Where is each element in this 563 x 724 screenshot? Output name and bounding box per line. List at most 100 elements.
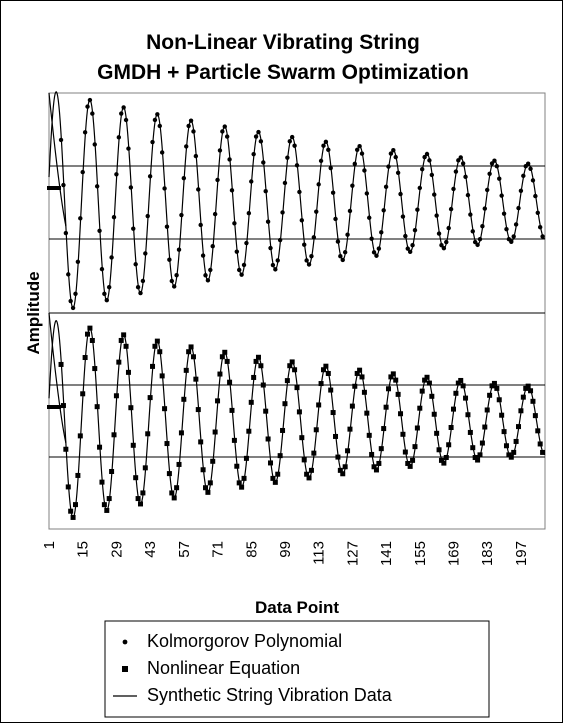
kolmogorov-point (224, 134, 230, 139)
kolmogorov-point (405, 246, 410, 251)
kolmogorov-point (200, 253, 206, 258)
nonlinear-point (212, 429, 218, 435)
kolmogorov-point (217, 148, 223, 153)
kolmogorov-point (198, 222, 203, 228)
kolmogorov-point (172, 284, 177, 289)
nonlinear-point (299, 435, 305, 441)
kolmogorov-point (511, 234, 516, 239)
x-tick-label: 155 (412, 541, 429, 566)
kolmogorov-point (533, 193, 538, 199)
kolmogorov-point (208, 267, 213, 273)
kolmogorov-point (102, 291, 107, 297)
kolmogorov-point (347, 208, 353, 214)
legend-dot-icon (122, 639, 128, 645)
nonlinear-point (255, 354, 261, 360)
legend-label: Kolmorgorov Polynomial (147, 631, 342, 651)
kolmogorov-point (326, 147, 331, 153)
nonlinear-point (282, 401, 288, 407)
kolmogorov-point (237, 267, 242, 273)
kolmogorov-point (220, 129, 225, 134)
kolmogorov-point (362, 168, 367, 173)
nonlinear-point (333, 433, 339, 439)
nonlinear-point (528, 388, 534, 394)
kolmogorov-point (246, 211, 252, 216)
kolmogorov-point (371, 250, 377, 255)
nonlinear-point (82, 355, 88, 361)
kolmogorov-point (383, 184, 389, 190)
kolmogorov-point (128, 185, 134, 190)
legend-box (104, 620, 490, 718)
kolmogorov-point (395, 170, 401, 175)
nonlinear-point (135, 496, 141, 502)
kolmogorov-point (294, 163, 300, 168)
nonlinear-point (467, 429, 473, 435)
nonlinear-point (217, 371, 223, 377)
nonlinear-point (152, 343, 158, 349)
kolmogorov-point (410, 243, 415, 248)
nonlinear-point (121, 332, 127, 338)
nonlinear-point (294, 385, 300, 391)
nonlinear-point (207, 480, 213, 486)
nonlinear-point (400, 431, 406, 437)
nonlinear-point (258, 363, 264, 369)
kolmogorov-point (470, 229, 475, 234)
nonlinear-point (381, 426, 387, 432)
nonlinear-point (222, 349, 228, 355)
nonlinear-point (436, 447, 442, 453)
reference-transient (48, 312, 67, 443)
kolmogorov-point (99, 266, 105, 272)
kolmogorov-point (501, 211, 507, 216)
plot-layer (47, 91, 546, 520)
kolmogorov-point (147, 174, 153, 179)
nonlinear-point (203, 485, 208, 491)
nonlinear-point (128, 405, 134, 411)
kolmogorov-point (63, 230, 69, 236)
kolmogorov-point (61, 182, 66, 188)
kolmogorov-point (386, 164, 391, 169)
nonlinear-point (448, 425, 454, 430)
nonlinear-point (164, 441, 170, 447)
kolmogorov-point (82, 130, 88, 135)
nonlinear-point (80, 391, 86, 397)
nonlinear-point (236, 480, 242, 486)
kolmogorov-point (451, 186, 456, 192)
x-tick-label: 1 (41, 541, 58, 549)
nonlinear-point (227, 379, 233, 385)
kolmogorov-point (379, 230, 384, 235)
nonlinear-point (234, 463, 240, 469)
nonlinear-point (210, 458, 216, 464)
kolmogorov-point (424, 151, 430, 157)
kolmogorov-point (516, 205, 521, 211)
kolmogorov-point (436, 231, 442, 236)
nonlinear-point (537, 441, 543, 447)
kolmogorov-point (475, 242, 480, 248)
nonlinear-point (287, 363, 293, 369)
nonlinear-point (116, 359, 122, 365)
nonlinear-point (316, 402, 322, 408)
kolmogorov-point (468, 212, 473, 217)
kolmogorov-point (241, 262, 247, 268)
kolmogorov-point (133, 262, 138, 267)
kolmogorov-point (441, 246, 447, 251)
kolmogorov-point (485, 187, 490, 193)
nonlinear-point (325, 370, 331, 376)
kolmogorov-point (155, 112, 160, 117)
kolmogorov-point (87, 97, 93, 103)
kolmogorov-point (68, 298, 73, 304)
nonlinear-point (508, 454, 514, 460)
nonlinear-point (438, 457, 444, 463)
nonlinear-point (147, 395, 153, 401)
kolmogorov-point (513, 222, 519, 227)
kolmogorov-point (306, 262, 312, 267)
x-tick-label: 99 (277, 541, 294, 558)
nonlinear-point (352, 383, 358, 389)
kolmogorov-point (456, 158, 461, 163)
kolmogorov-point (302, 242, 307, 247)
nonlinear-point (475, 457, 481, 463)
kolmogorov-point (333, 216, 338, 222)
nonlinear-point (390, 371, 396, 377)
kolmogorov-point (432, 192, 437, 197)
x-tick-label: 183 (479, 541, 496, 566)
nonlinear-point (491, 380, 497, 386)
nonlinear-point (68, 508, 74, 514)
